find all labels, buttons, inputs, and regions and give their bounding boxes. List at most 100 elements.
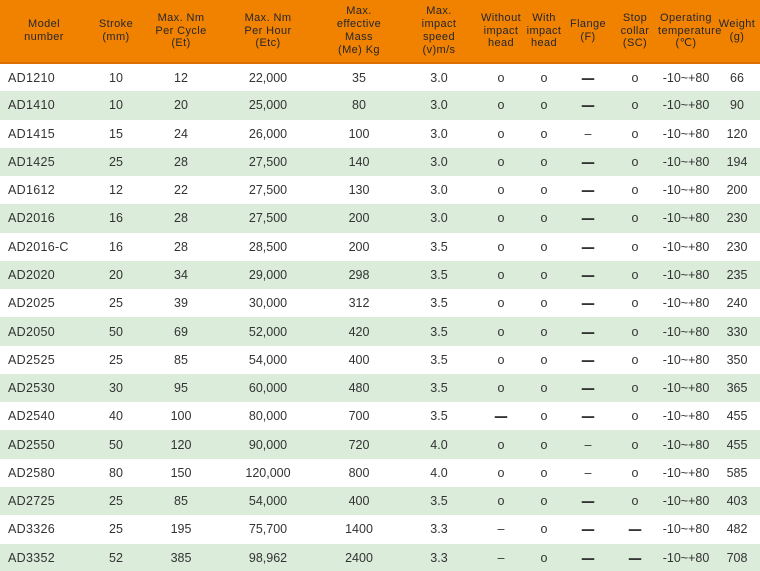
table-cell: — bbox=[494, 405, 508, 427]
table-cell: o bbox=[631, 267, 639, 282]
table-cell: 3.0 bbox=[430, 211, 448, 226]
table-cell: 54,000 bbox=[248, 494, 288, 509]
table-cell: 230 bbox=[726, 239, 748, 254]
table-cell: o bbox=[497, 239, 505, 254]
column-header-stroke_mm: Stroke (mm) bbox=[88, 0, 144, 64]
table-cell-model: AD2016-C bbox=[8, 239, 69, 254]
table-cell: 120 bbox=[726, 126, 748, 141]
table-cell: -10~+80 bbox=[662, 154, 710, 169]
table-cell: -10~+80 bbox=[662, 494, 710, 509]
table-cell: 54,000 bbox=[248, 352, 288, 367]
table-cell: — bbox=[581, 292, 595, 314]
table-cell: — bbox=[581, 547, 595, 569]
table-cell: o bbox=[497, 465, 505, 480]
table-cell: 455 bbox=[726, 409, 748, 424]
table-cell: 3.3 bbox=[430, 522, 448, 537]
table-cell: 16 bbox=[109, 239, 123, 254]
table-cell: 12 bbox=[174, 70, 188, 85]
table-cell: -10~+80 bbox=[662, 352, 710, 367]
table-cell: 39 bbox=[174, 296, 188, 311]
table-header: Model number Stroke (mm) Max. Nm Per Cycle (Et… bbox=[0, 0, 760, 64]
column-header-max_effective_mass: Max. effective Mass (Me) Kg bbox=[318, 0, 400, 64]
table-row: AD3352 52 385 98,962 2400 3.3 – o — — -10~+80 708 bbox=[0, 543, 760, 571]
table-cell: – bbox=[584, 126, 592, 141]
table-cell: -10~+80 bbox=[662, 522, 710, 537]
table-cell: 585 bbox=[726, 465, 748, 480]
table-cell: 3.5 bbox=[430, 324, 448, 339]
table-cell: o bbox=[540, 381, 548, 396]
table-row: AD2020 20 34 29,000 298 3.5 o o — o -10~+80 235 bbox=[0, 260, 760, 290]
table-cell: -10~+80 bbox=[662, 296, 710, 311]
table-cell: 3.5 bbox=[430, 381, 448, 396]
table-cell: 312 bbox=[348, 296, 370, 311]
table-cell: 30,000 bbox=[248, 296, 288, 311]
table-cell: — bbox=[581, 518, 595, 540]
table-cell: 3.0 bbox=[430, 98, 448, 113]
table-row: AD1425 25 28 27,500 140 3.0 o o — o -10~+80 194 bbox=[0, 147, 760, 177]
table-cell: o bbox=[540, 465, 548, 480]
table-cell: -10~+80 bbox=[662, 437, 710, 452]
table-row: AD2050 50 69 52,000 420 3.5 o o — o -10~+80 330 bbox=[0, 317, 760, 346]
table-row: AD1210 10 12 22,000 35 3.0 o o — o -10~+80 66 bbox=[0, 63, 760, 92]
table-cell: o bbox=[631, 154, 639, 169]
table-cell-model: AD1612 bbox=[8, 183, 55, 198]
table-cell-model: AD2580 bbox=[8, 465, 55, 480]
table-cell: o bbox=[631, 381, 639, 396]
table-cell: 194 bbox=[726, 154, 748, 169]
table-cell: 10 bbox=[109, 70, 123, 85]
table-cell: — bbox=[581, 179, 595, 201]
table-cell: – bbox=[584, 437, 592, 452]
table-cell-model: AD1425 bbox=[8, 154, 55, 169]
table-cell: -10~+80 bbox=[662, 70, 710, 85]
table-cell: 35 bbox=[352, 70, 366, 85]
table-cell: 420 bbox=[348, 324, 370, 339]
table-cell: 120 bbox=[170, 437, 192, 452]
table-cell: o bbox=[497, 381, 505, 396]
table-cell: o bbox=[540, 409, 548, 424]
table-cell: 22,000 bbox=[248, 70, 288, 85]
table-cell: -10~+80 bbox=[662, 550, 710, 565]
table-cell: — bbox=[581, 377, 595, 399]
table-cell: 10 bbox=[109, 98, 123, 113]
table-cell: 69 bbox=[174, 324, 188, 339]
table-cell: 150 bbox=[170, 465, 192, 480]
table-cell: 30 bbox=[109, 381, 123, 396]
table-cell: o bbox=[497, 437, 505, 452]
table-cell: — bbox=[581, 490, 595, 512]
table-cell-model: AD2530 bbox=[8, 381, 55, 396]
table-cell-model: AD2050 bbox=[8, 324, 55, 339]
table-body: AD1210 10 12 22,000 35 3.0 o o — o -10~+80 66 AD1410… bbox=[0, 63, 760, 571]
table-cell: -10~+80 bbox=[662, 267, 710, 282]
table-cell: 3.3 bbox=[430, 550, 448, 565]
table-row: AD2530 30 95 60,000 480 3.5 o o — o -10~+80 365 bbox=[0, 373, 760, 403]
column-header-without_impact_head: Without impact head bbox=[478, 0, 524, 64]
column-header-max_nm_per_cycle: Max. Nm Per Cycle (Et) bbox=[144, 0, 218, 64]
table-cell: 85 bbox=[174, 494, 188, 509]
table-cell-model: AD1210 bbox=[8, 70, 55, 85]
table-cell: — bbox=[581, 321, 595, 343]
table-row: AD2550 50 120 90,000 720 4.0 o o – o -10~+80 455 bbox=[0, 430, 760, 459]
table-cell: o bbox=[631, 211, 639, 226]
table-cell: 482 bbox=[726, 522, 748, 537]
table-cell: 27,500 bbox=[248, 154, 288, 169]
table-cell: 403 bbox=[726, 494, 748, 509]
table-cell: 66 bbox=[730, 70, 744, 85]
table-cell: 330 bbox=[726, 324, 748, 339]
table-cell: 52 bbox=[109, 550, 123, 565]
table-cell: 4.0 bbox=[430, 465, 448, 480]
table-cell: o bbox=[631, 324, 639, 339]
table-cell: o bbox=[631, 183, 639, 198]
table-cell: o bbox=[631, 296, 639, 311]
table-cell: -10~+80 bbox=[662, 324, 710, 339]
table-cell: 25 bbox=[109, 522, 123, 537]
table-cell: 1400 bbox=[345, 522, 373, 537]
table-cell: 708 bbox=[726, 550, 748, 565]
table-cell: 400 bbox=[348, 352, 370, 367]
table-cell: — bbox=[581, 94, 595, 116]
table-cell: — bbox=[581, 207, 595, 229]
table-cell: o bbox=[631, 352, 639, 367]
table-cell: o bbox=[497, 70, 505, 85]
table-cell: 700 bbox=[348, 409, 370, 424]
table-cell: 28 bbox=[174, 154, 188, 169]
